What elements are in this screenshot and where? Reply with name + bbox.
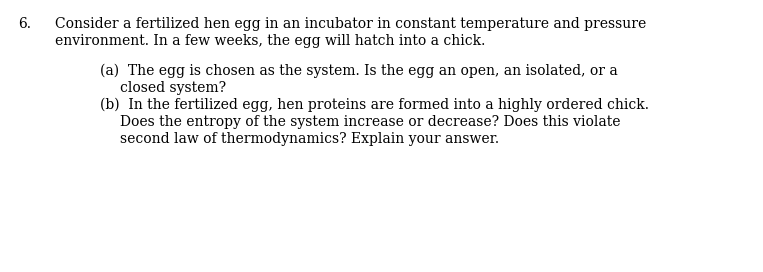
Text: (a)  The egg is chosen as the system. Is the egg an open, an isolated, or a: (a) The egg is chosen as the system. Is … xyxy=(100,64,618,78)
Text: 6.: 6. xyxy=(18,17,31,31)
Text: closed system?: closed system? xyxy=(120,81,226,95)
Text: second law of thermodynamics? Explain your answer.: second law of thermodynamics? Explain yo… xyxy=(120,132,499,146)
Text: Does the entropy of the system increase or decrease? Does this violate: Does the entropy of the system increase … xyxy=(120,115,620,129)
Text: Consider a fertilized hen egg in an incubator in constant temperature and pressu: Consider a fertilized hen egg in an incu… xyxy=(55,17,646,31)
Text: environment. In a few weeks, the egg will hatch into a chick.: environment. In a few weeks, the egg wil… xyxy=(55,34,485,48)
Text: (b)  In the fertilized egg, hen proteins are formed into a highly ordered chick.: (b) In the fertilized egg, hen proteins … xyxy=(100,98,649,112)
